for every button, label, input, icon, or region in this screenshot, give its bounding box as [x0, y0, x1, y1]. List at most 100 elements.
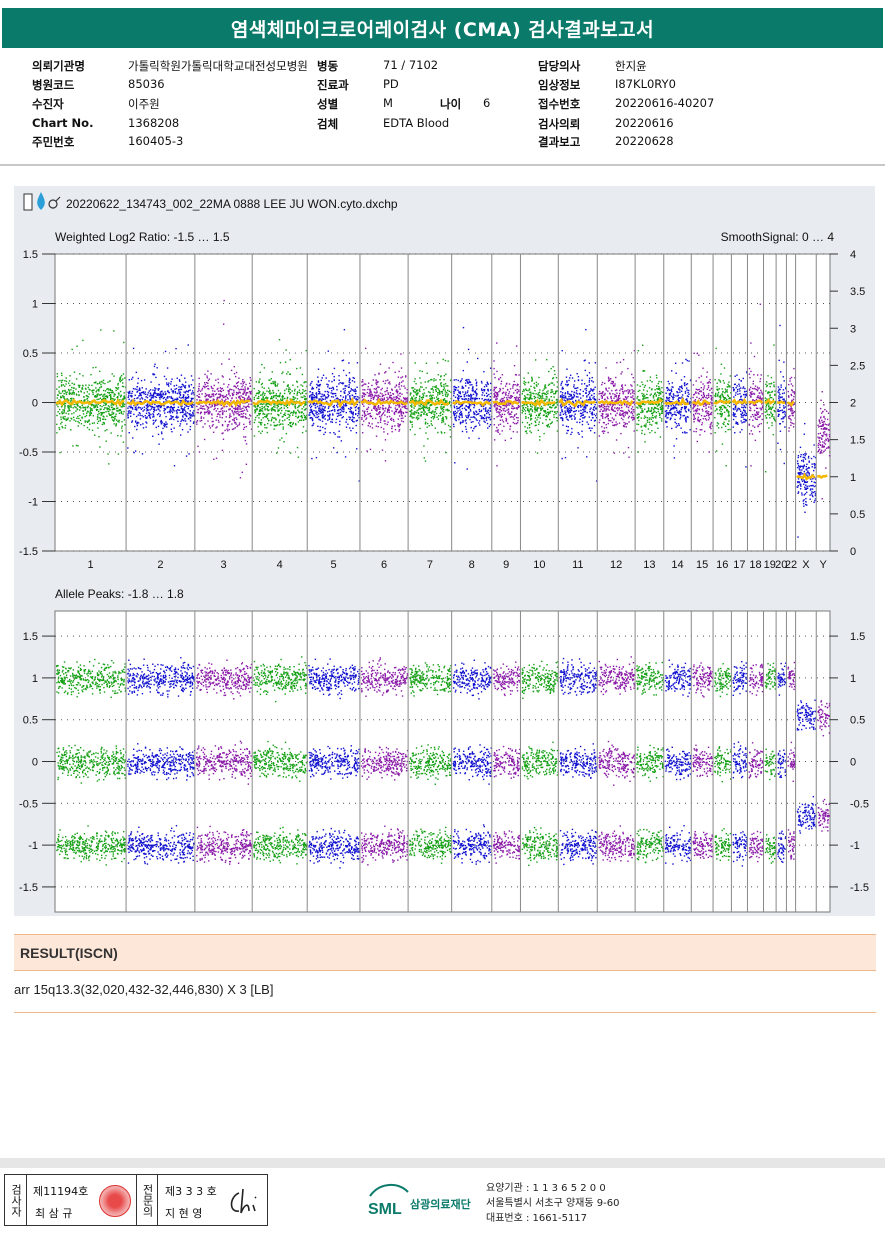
chromosome-label: 8	[469, 559, 475, 571]
hospital-code-value: 85036	[128, 77, 165, 91]
doctor-value: 한지윤	[615, 58, 647, 74]
log2-ytick-label: 0	[32, 398, 38, 410]
chromosome-label: 22	[785, 559, 797, 571]
handwritten-signature	[225, 1185, 265, 1219]
allele-right-ytick-label: 0.5	[850, 715, 865, 727]
cma-chart: 20220622_134743_002_22MA 0888 LEE JU WON…	[14, 186, 875, 916]
org-address: 서울특별시 서초구 양재동 9-60	[486, 1196, 619, 1211]
chromosome-label: 10	[533, 559, 545, 571]
smooth-signal-title: SmoothSignal: 0 … 4	[721, 230, 835, 244]
specimen-value: EDTA Blood	[383, 116, 449, 130]
institution-value: 가톨릭학원가톨릭대학교대전성모병원	[128, 58, 308, 74]
id-label: 주민번호	[32, 134, 74, 150]
allele-right-ytick-label: -0.5	[850, 798, 869, 810]
ward-value: 71 / 7102	[383, 58, 438, 72]
log2-ytick-label: -1.5	[19, 546, 38, 558]
org-code: 요양기관 : 1 1 3 6 5 2 0 0	[486, 1181, 619, 1196]
chromosome-label: 9	[503, 559, 509, 571]
chromosome-label: 4	[277, 559, 283, 571]
request-date-value: 20220616	[615, 116, 674, 130]
log2-title: Weighted Log2 Ratio: -1.5 … 1.5	[55, 230, 230, 244]
specialist-name: 지 현 영	[165, 1205, 202, 1221]
file-icon	[24, 194, 32, 210]
sml-logo-icon: SML	[366, 1180, 410, 1220]
info-divider	[0, 164, 885, 166]
receipt-label: 접수번호	[538, 96, 580, 112]
org-name: 삼광의료재단	[410, 1196, 471, 1212]
male-icon	[49, 200, 57, 208]
clinical-label: 임상정보	[538, 77, 580, 93]
age-value: 6	[483, 96, 490, 110]
result-header: RESULT(ISCN)	[14, 934, 876, 971]
smooth-ytick-label: 1	[850, 472, 856, 484]
chromosome-label: 3	[220, 559, 226, 571]
department-label: 진료과	[317, 77, 349, 93]
allele-ytick-label: -1	[28, 840, 38, 852]
specialist-label: 전문의	[136, 1175, 158, 1225]
seal-stamp	[99, 1185, 131, 1217]
chromosome-label: X	[802, 559, 810, 571]
chromosome-label: 12	[610, 559, 622, 571]
age-label: 나이	[440, 96, 461, 112]
allele-ytick-label: 1	[32, 673, 38, 685]
chromosome-label: 13	[643, 559, 655, 571]
chromosome-label: 17	[733, 559, 745, 571]
allele-right-ytick-label: 1	[850, 673, 856, 685]
chromosome-label: 14	[671, 559, 683, 571]
chart-no-value: 1368208	[128, 116, 179, 130]
allele-right-ytick-label: -1	[850, 840, 860, 852]
org-phone: 대표번호 : 1661-5117	[486, 1211, 619, 1226]
tester-label: 검사자	[5, 1175, 27, 1225]
smooth-ytick-label: 3.5	[850, 286, 865, 298]
sex-label: 성별	[317, 96, 338, 112]
allele-ytick-label: 1.5	[23, 631, 38, 643]
allele-right-ytick-label: -1.5	[850, 882, 869, 894]
ward-label: 병동	[317, 58, 338, 74]
chromosome-label: 1	[87, 559, 93, 571]
department-value: PD	[383, 77, 399, 91]
drop-icon	[37, 192, 45, 210]
smooth-ytick-label: 0	[850, 546, 856, 558]
allele-ytick-label: 0.5	[23, 715, 38, 727]
file-name: 20220622_134743_002_22MA 0888 LEE JU WON…	[66, 197, 398, 211]
smooth-ytick-label: 0.5	[850, 509, 865, 521]
receipt-value: 20220616-40207	[615, 96, 714, 110]
signature-box: 검사자 제11194호 최 삼 규 전문의 제3 3 3 호 지 현 영	[4, 1174, 268, 1226]
patient-value: 이주원	[128, 96, 160, 112]
allele-ytick-label: -1.5	[19, 882, 38, 894]
smooth-ytick-label: 2.5	[850, 360, 865, 372]
log2-ytick-label: 0.5	[23, 348, 38, 360]
log2-ytick-label: -0.5	[19, 447, 38, 459]
report-date-value: 20220628	[615, 134, 674, 148]
allele-title: Allele Peaks: -1.8 … 1.8	[55, 587, 184, 601]
log2-ytick-label: -1	[28, 497, 38, 509]
chromosome-label: 7	[427, 559, 433, 571]
specialist-license: 제3 3 3 호	[165, 1183, 217, 1199]
chart-no-label: Chart No.	[32, 116, 93, 130]
chromosome-label: 5	[331, 559, 337, 571]
chromosome-label: 18	[749, 559, 761, 571]
id-value: 160405-3	[128, 134, 183, 148]
patient-label: 수진자	[32, 96, 64, 112]
cma-chart-panel: 20220622_134743_002_22MA 0888 LEE JU WON…	[14, 186, 875, 916]
log2-ytick-label: 1	[32, 299, 38, 311]
allele-ytick-label: 0	[32, 757, 38, 769]
tester-license: 제11194호	[33, 1183, 88, 1199]
report-title: 염색체마이크로어레이검사 (CMA) 검사결과보고서	[2, 8, 883, 48]
request-date-label: 검사의뢰	[538, 116, 580, 132]
chromosome-label: 11	[572, 559, 583, 571]
chromosome-label: 6	[381, 559, 387, 571]
chromosome-label: 2	[157, 559, 163, 571]
allele-right-ytick-label: 0	[850, 757, 856, 769]
chromosome-label: 15	[696, 559, 708, 571]
footer-band	[0, 1158, 885, 1168]
sex-value: M	[383, 96, 393, 110]
header-icons	[24, 192, 60, 210]
result-divider	[14, 1012, 876, 1013]
smooth-ytick-label: 1.5	[850, 435, 865, 447]
smooth-signal-line	[817, 475, 827, 477]
smooth-ytick-label: 3	[850, 323, 856, 335]
smooth-ytick-label: 4	[850, 249, 856, 261]
smooth-signal-line	[777, 402, 785, 403]
smooth-ytick-label: 2	[850, 398, 856, 410]
